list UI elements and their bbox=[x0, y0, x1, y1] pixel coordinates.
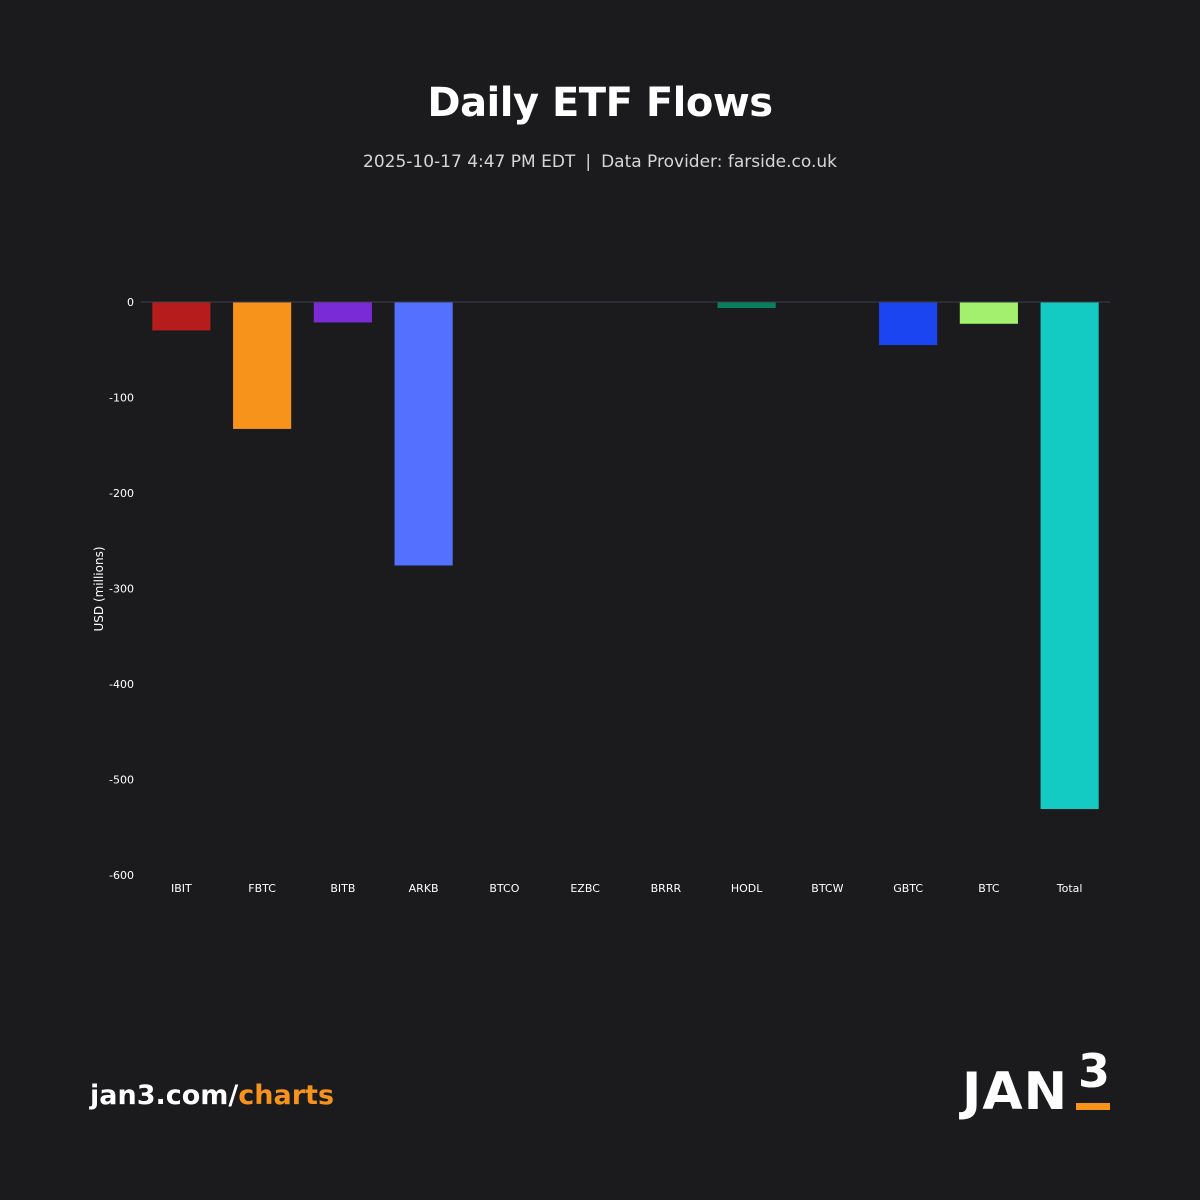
y-tick-label: -500 bbox=[109, 774, 134, 787]
x-tick-label: GBTC bbox=[893, 882, 923, 895]
chart-title: Daily ETF Flows bbox=[427, 80, 773, 126]
y-axis: 0 -100 -200 -300 -400 -500 -600 bbox=[109, 296, 134, 882]
x-tick-label: BITB bbox=[330, 882, 355, 895]
x-tick-label: IBIT bbox=[171, 882, 192, 895]
bar-ibit bbox=[152, 302, 211, 331]
x-tick-label: Total bbox=[1056, 882, 1083, 895]
logo-text: JAN bbox=[962, 1062, 1069, 1122]
bar-bitb bbox=[313, 302, 372, 323]
bar-hodl bbox=[717, 302, 776, 309]
bar-btc bbox=[959, 302, 1018, 324]
x-tick-label: HODL bbox=[731, 882, 763, 895]
y-tick-label: 0 bbox=[127, 296, 134, 309]
x-tick-label: FBTC bbox=[248, 882, 276, 895]
bar-gbtc bbox=[879, 302, 938, 346]
y-tick-label: -100 bbox=[109, 392, 134, 405]
x-axis: IBIT FBTC BITB ARKB BTCO EZBC BRRR HODL BTCW GBTC… bbox=[171, 882, 1082, 895]
bar-fbtc bbox=[233, 302, 292, 429]
y-tick-label: -300 bbox=[109, 583, 134, 596]
bar-total bbox=[1040, 302, 1099, 810]
footer-link[interactable]: jan3.com/charts bbox=[90, 1080, 334, 1111]
y-tick-label: -200 bbox=[109, 487, 134, 500]
y-axis-title: USD (millions) bbox=[92, 546, 106, 631]
bar-arkb bbox=[394, 302, 453, 566]
bar-series bbox=[152, 302, 1099, 810]
x-tick-label: BTCO bbox=[489, 882, 519, 895]
y-tick-label: -600 bbox=[109, 869, 134, 882]
jan3-logo: JAN 3 bbox=[962, 1048, 1112, 1118]
timestamp: 2025-10-17 4:47 PM EDT bbox=[363, 152, 576, 172]
logo-accent-bar bbox=[1076, 1103, 1110, 1110]
y-tick-label: -400 bbox=[109, 678, 134, 691]
logo-superscript: 3 bbox=[1077, 1044, 1110, 1098]
x-tick-label: BRRR bbox=[651, 882, 682, 895]
x-tick-label: ARKB bbox=[409, 882, 439, 895]
subtitle-separator: | bbox=[585, 152, 592, 172]
footer-link-main: jan3.com/ bbox=[90, 1080, 239, 1111]
footer-link-accent: charts bbox=[238, 1080, 335, 1111]
x-tick-label: EZBC bbox=[570, 882, 600, 895]
x-tick-label: BTC bbox=[978, 882, 1000, 895]
chart-subtitle: 2025-10-17 4:47 PM EDT | Data Provider: fa… bbox=[0, 152, 1200, 172]
x-tick-label: BTCW bbox=[811, 882, 843, 895]
data-provider: Data Provider: farside.co.uk bbox=[601, 152, 837, 172]
